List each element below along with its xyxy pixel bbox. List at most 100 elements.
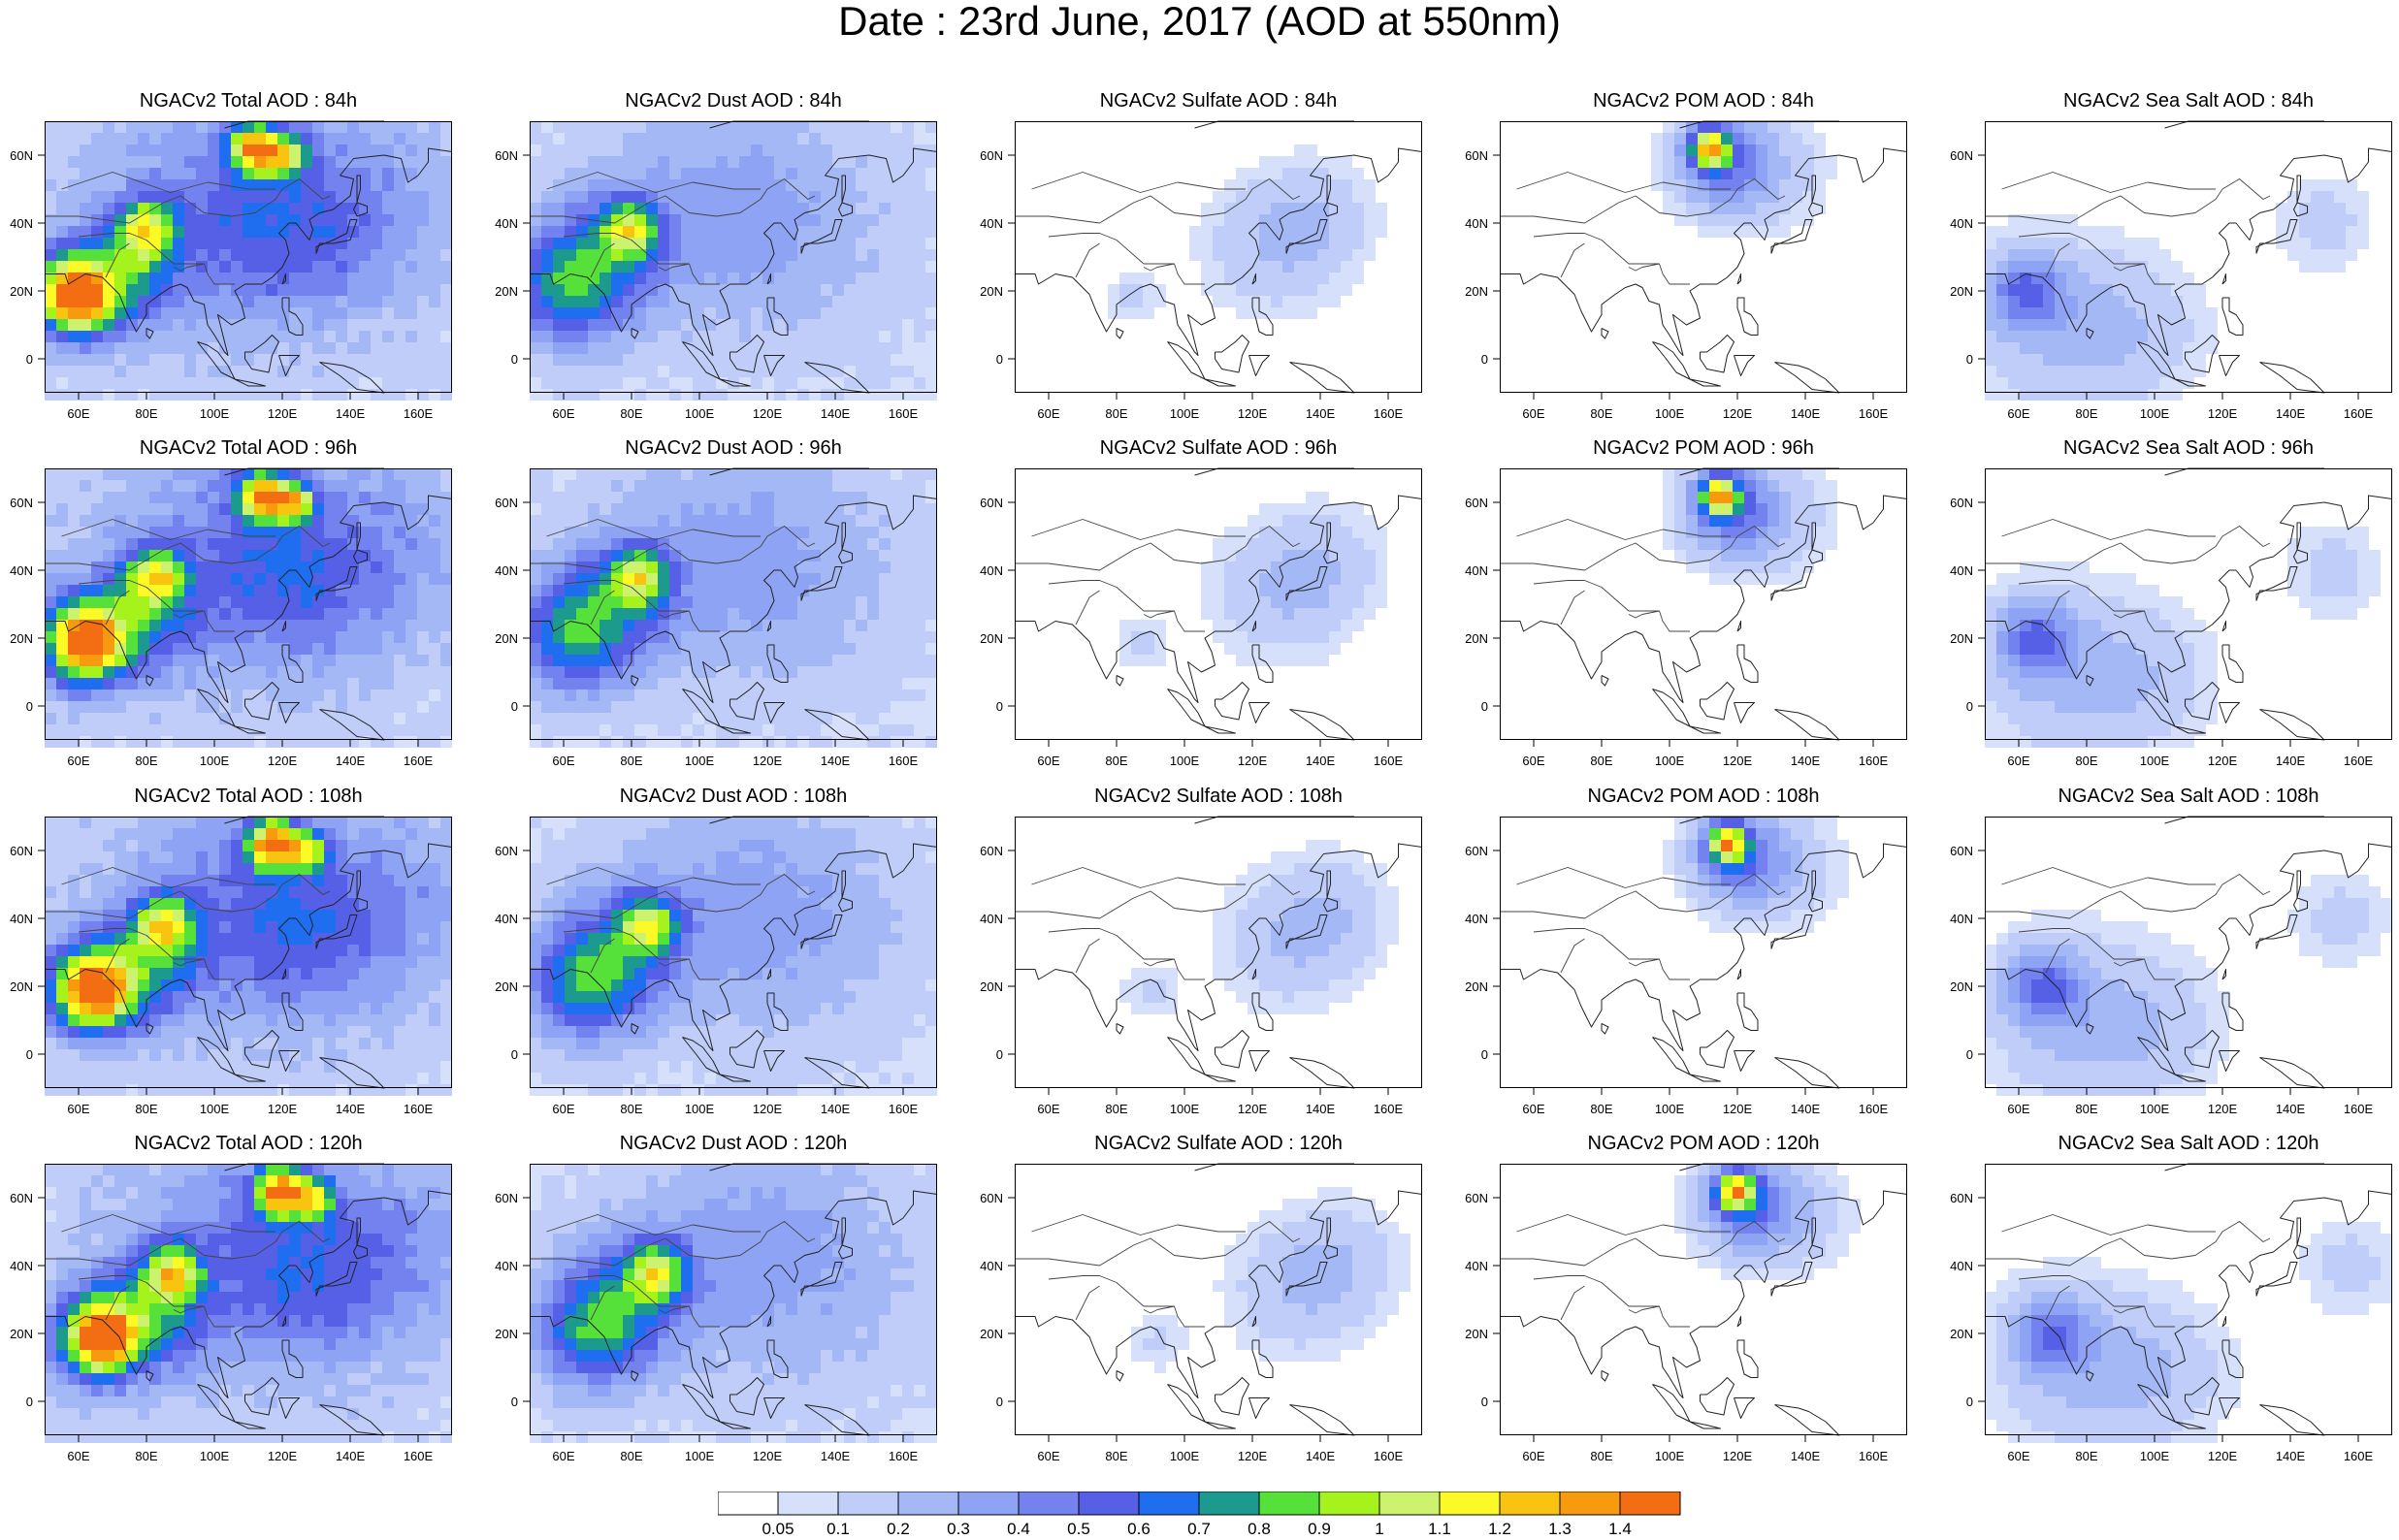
aod-cell bbox=[925, 238, 937, 249]
aod-cell bbox=[879, 655, 891, 666]
aod-cell bbox=[266, 214, 277, 226]
aod-cell bbox=[646, 596, 658, 608]
aod-cell bbox=[405, 156, 417, 168]
aod-cell bbox=[336, 331, 347, 342]
aod-cell bbox=[786, 214, 797, 226]
aod-cell bbox=[728, 214, 739, 226]
aod-cell bbox=[440, 319, 452, 331]
aod-cell bbox=[219, 480, 231, 492]
aod-cell bbox=[2043, 389, 2055, 401]
aod-cell bbox=[1709, 538, 1721, 550]
aod-cell bbox=[879, 678, 891, 690]
aod-cell bbox=[371, 492, 382, 503]
aod-cell bbox=[739, 238, 751, 249]
aod-cell bbox=[600, 724, 611, 736]
aod-cell bbox=[856, 156, 867, 168]
aod-cell bbox=[347, 701, 359, 713]
aod-cell bbox=[126, 561, 138, 573]
aod-cell bbox=[902, 354, 914, 366]
aod-cell bbox=[1791, 156, 1802, 168]
aod-cell bbox=[208, 550, 219, 561]
aod-cell bbox=[161, 643, 173, 655]
aod-cell bbox=[646, 354, 658, 366]
aod-cell bbox=[1779, 527, 1791, 538]
aod-cell bbox=[1767, 226, 1779, 238]
aod-cell bbox=[336, 620, 347, 631]
aod-cell bbox=[45, 503, 56, 515]
aod-cell bbox=[208, 273, 219, 284]
aod-cell bbox=[45, 214, 56, 226]
coastline bbox=[1323, 549, 1338, 564]
aod-cell bbox=[312, 538, 324, 550]
aod-cell bbox=[2171, 307, 2183, 319]
aod-cell bbox=[762, 573, 774, 585]
aod-cell bbox=[2159, 377, 2171, 389]
aod-cell bbox=[786, 690, 797, 701]
aod-cell bbox=[658, 515, 669, 527]
aod-cell bbox=[417, 573, 429, 585]
aod-cell bbox=[856, 585, 867, 596]
aod-cell bbox=[324, 690, 336, 701]
aod-cell bbox=[417, 643, 429, 655]
aod-cell bbox=[1236, 284, 1248, 296]
aod-cell bbox=[1744, 191, 1756, 203]
aod-cell bbox=[1119, 631, 1131, 643]
aod-cell bbox=[114, 179, 126, 191]
aod-cell bbox=[762, 203, 774, 214]
aod-cell bbox=[576, 296, 588, 307]
aod-cell bbox=[611, 608, 623, 620]
aod-cell bbox=[2346, 249, 2357, 261]
aod-cell bbox=[429, 550, 440, 561]
aod-cell bbox=[1131, 643, 1143, 655]
map-frame bbox=[1015, 121, 1422, 393]
lon-tick-label: 80E bbox=[1105, 754, 1127, 768]
aod-cell bbox=[774, 666, 786, 678]
aod-cell bbox=[565, 655, 576, 666]
aod-cell bbox=[219, 561, 231, 573]
aod-cell bbox=[56, 503, 68, 515]
aod-cell bbox=[646, 527, 658, 538]
aod-cell bbox=[149, 191, 161, 203]
aod-cell bbox=[530, 538, 541, 550]
aod-cell bbox=[2066, 678, 2078, 690]
aod-cell bbox=[879, 191, 891, 203]
aod-cell bbox=[359, 631, 371, 643]
aod-cell bbox=[809, 214, 821, 226]
aod-cell bbox=[1985, 226, 1996, 238]
aod-cell bbox=[774, 156, 786, 168]
aod-cell bbox=[2194, 655, 2206, 666]
aod-cell bbox=[902, 585, 914, 596]
aod-cell bbox=[359, 214, 371, 226]
aod-cell bbox=[1294, 284, 1306, 296]
aod-cell bbox=[646, 226, 658, 238]
aod-cell bbox=[1651, 144, 1663, 156]
aod-cell bbox=[832, 377, 844, 389]
aod-cell bbox=[832, 296, 844, 307]
aod-cell bbox=[347, 550, 359, 561]
aod-cell bbox=[623, 538, 634, 550]
aod-cell bbox=[301, 724, 312, 736]
aod-cell bbox=[797, 144, 809, 156]
aod-cell bbox=[797, 713, 809, 724]
aod-cell bbox=[1341, 156, 1352, 168]
aod-cell bbox=[925, 713, 937, 724]
aod-cell bbox=[138, 503, 149, 515]
aod-cell bbox=[774, 492, 786, 503]
aod-cell bbox=[2334, 596, 2346, 608]
coastline bbox=[356, 175, 361, 204]
aod-cell bbox=[196, 168, 208, 179]
aod-cell bbox=[797, 377, 809, 389]
aod-cell bbox=[382, 331, 394, 342]
aod-cell bbox=[336, 631, 347, 643]
aod-cell bbox=[1224, 585, 1236, 596]
aod-cell bbox=[45, 179, 56, 191]
aod-cell bbox=[693, 701, 704, 713]
aod-cell bbox=[809, 191, 821, 203]
aod-cell bbox=[91, 503, 103, 515]
aod-cell bbox=[774, 468, 786, 480]
aod-cell bbox=[2276, 238, 2287, 249]
aod-cell bbox=[2101, 585, 2113, 596]
coastline bbox=[1289, 362, 1355, 394]
aod-cell bbox=[2148, 319, 2159, 331]
aod-cell bbox=[68, 121, 80, 133]
